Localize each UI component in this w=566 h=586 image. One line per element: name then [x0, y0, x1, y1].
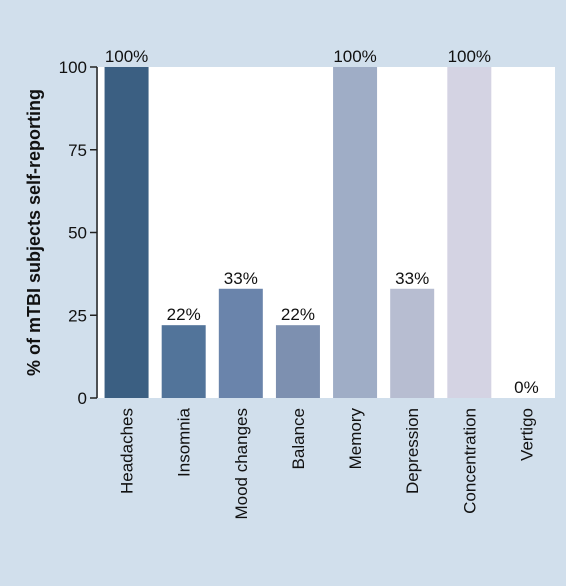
- data-label: 33%: [224, 269, 258, 288]
- data-label: 22%: [167, 305, 201, 324]
- data-label: 33%: [395, 269, 429, 288]
- bar-memory: [333, 67, 378, 398]
- bar-balance: [275, 325, 320, 398]
- bar-depression: [390, 288, 435, 398]
- bar-concentration: [447, 67, 492, 398]
- x-tick-label: Balance: [289, 408, 308, 469]
- x-tick-label: Headaches: [118, 408, 137, 494]
- data-label: 0%: [514, 378, 539, 397]
- y-axis: 0 25 50 75 100: [59, 58, 98, 408]
- bar-headaches: [104, 67, 149, 398]
- data-label: 100%: [105, 47, 148, 66]
- x-tick-label: Mood changes: [232, 408, 251, 520]
- bar-mood-changes: [218, 288, 263, 398]
- x-tick-label: Insomnia: [175, 407, 194, 477]
- data-label: 100%: [333, 47, 376, 66]
- bars-group: [104, 67, 492, 398]
- y-tick-label: 100: [59, 58, 87, 77]
- data-label: 22%: [281, 305, 315, 324]
- y-tick-label: 75: [68, 141, 87, 160]
- y-tick-label: 0: [78, 389, 87, 408]
- y-tick-label: 50: [68, 224, 87, 243]
- y-tick-label: 25: [68, 306, 87, 325]
- x-axis: Headaches Insomnia Mood changes Balance Memo…: [118, 407, 537, 519]
- x-tick-label: Concentration: [460, 408, 479, 514]
- y-axis-title: % of mTBI subjects self-reporting: [24, 89, 44, 376]
- x-tick-label: Vertigo: [517, 408, 536, 461]
- data-label: 100%: [448, 47, 491, 66]
- x-tick-label: Memory: [346, 408, 365, 470]
- x-tick-label: Depression: [403, 408, 422, 494]
- data-labels-group: 100% 22% 33% 22% 100% 33% 100% 0%: [105, 47, 539, 397]
- bar-insomnia: [161, 325, 206, 398]
